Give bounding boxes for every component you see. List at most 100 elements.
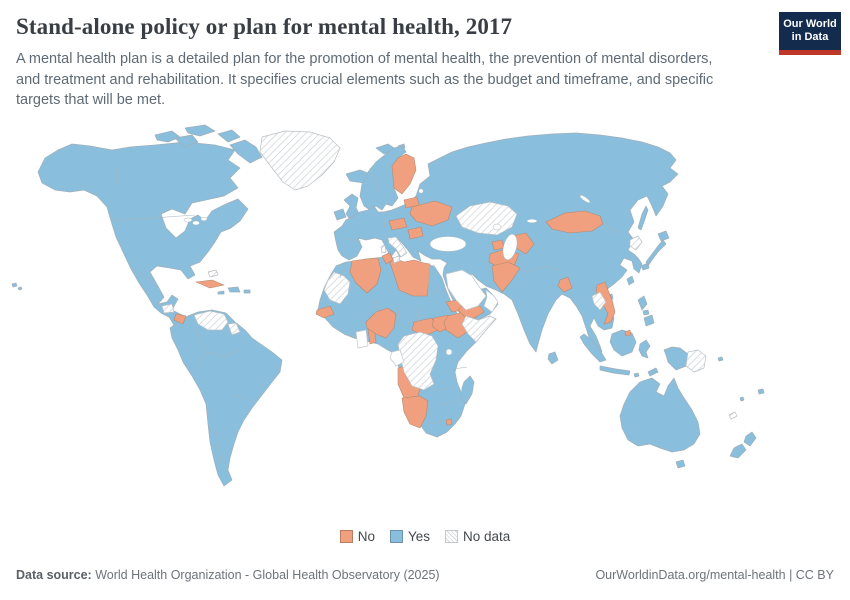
country-guatemala[interactable] [161,303,175,314]
hawaii[interactable] [11,282,23,291]
border-chile-argentina [215,429,223,469]
logo-line2: in Data [791,31,829,43]
data-source-text: World Health Organization - Global Healt… [91,568,440,582]
legend-label-no-data: No data [463,529,511,544]
border-egypt-libya [427,263,431,296]
country-japan[interactable] [640,230,670,271]
new-caledonia[interactable] [728,411,738,420]
country-oman[interactable] [483,289,499,313]
great-lake-3 [200,216,208,222]
sakhalin[interactable] [637,205,649,231]
country-new-zealand[interactable] [729,431,757,459]
country-indonesia[interactable] [579,329,689,378]
country-australia[interactable] [619,377,701,453]
country-philippines[interactable] [637,295,655,327]
border-peru-brazil [205,349,239,357]
border-us-mexico [131,269,158,285]
country-sri-lanka[interactable] [547,351,559,365]
country-namibia[interactable] [401,395,429,429]
country-mauritania[interactable] [323,271,351,305]
border-niger-chad [397,290,401,323]
border-egypt-sudan [427,290,446,295]
legend: No Yes No data [0,529,850,544]
owid-logo[interactable]: Our World in Data [779,12,841,55]
country-cuba[interactable] [195,279,225,289]
footer-link[interactable]: OurWorldinData.org/mental-health | CC BY [595,568,834,582]
caspian-sea [502,234,518,260]
border-us-canada [110,214,196,222]
country-saudi-arabia[interactable] [445,269,487,311]
country-pakistan[interactable] [491,261,521,293]
country-algeria[interactable] [349,257,382,294]
country-gabon[interactable] [389,349,405,367]
country-borders [110,150,621,469]
country-ireland[interactable] [333,208,347,221]
country-nigeria[interactable] [365,307,397,339]
country-nicaragua[interactable] [173,313,187,325]
tasmania[interactable] [675,459,686,469]
country-laos[interactable] [591,291,607,311]
footer: Data source: World Health Organization -… [16,568,834,582]
regions-no-data[interactable] [161,130,738,420]
country-venezuela[interactable] [193,310,229,331]
country-azerbaijan[interactable] [491,239,505,251]
puerto-rico[interactable] [243,289,251,294]
regions-yes[interactable] [11,124,765,487]
arctic-islands[interactable] [154,124,263,164]
great-lake-1 [183,217,193,223]
country-north-korea[interactable] [629,235,643,251]
border-alaska-canada [115,150,119,185]
country-greenland[interactable] [259,130,341,191]
border-china-india [523,265,563,273]
country-finland[interactable] [391,153,417,195]
lake-victoria [445,348,453,356]
country-bulgaria[interactable] [407,226,424,240]
country-papua-new-guinea[interactable] [685,349,707,373]
country-italy[interactable] [380,236,408,264]
border-norway-sweden [369,167,381,197]
country-brunei[interactable] [624,329,632,337]
chart-title: Stand-alone policy or plan for mental he… [16,14,513,39]
chart-subtitle: A mental health plan is a detailed plan … [16,51,714,109]
lake-baikal [579,195,591,203]
country-eswatini[interactable] [445,418,453,426]
border-france-spain [345,238,362,242]
legend-item-no-data[interactable]: No data [445,529,510,544]
black-sea [429,236,467,252]
jamaica[interactable] [217,290,225,295]
border-kenya-tanzania [453,366,468,370]
lakes [183,188,591,356]
bahamas[interactable] [207,269,219,278]
border-chad-sudan [417,291,421,325]
border-zambia [431,387,453,391]
legend-item-yes[interactable]: Yes [389,529,430,544]
country-senegal[interactable] [315,305,335,319]
country-ukraine[interactable] [409,200,453,227]
legend-swatch-no-data-icon [445,530,458,543]
country-mongolia[interactable] [545,210,604,234]
great-lake-2 [192,220,200,226]
country-central-african-republic[interactable] [411,317,439,337]
solomon-islands[interactable] [717,356,724,362]
country-south-america[interactable] [169,309,283,487]
hispaniola[interactable] [227,286,241,293]
country-somalia[interactable] [461,315,497,343]
country-kazakhstan[interactable] [455,201,518,236]
country-ghana[interactable] [355,329,369,349]
country-north-america[interactable] [37,141,249,341]
country-austria-hungary[interactable] [388,217,408,231]
country-madagascar[interactable] [460,375,475,405]
country-taiwan[interactable] [626,275,635,286]
country-bangladesh[interactable] [557,276,573,293]
country-libya[interactable] [389,257,431,297]
lake-ladoga [418,188,424,194]
regions-blank[interactable] [355,269,499,367]
aral-sea [492,223,502,231]
border-botswana [427,419,447,425]
border-russia-china [603,223,621,235]
legend-item-no[interactable]: No [339,529,375,544]
country-guyana[interactable] [227,322,241,336]
country-fiji[interactable] [739,388,765,402]
legend-swatch-yes-icon [389,530,403,543]
